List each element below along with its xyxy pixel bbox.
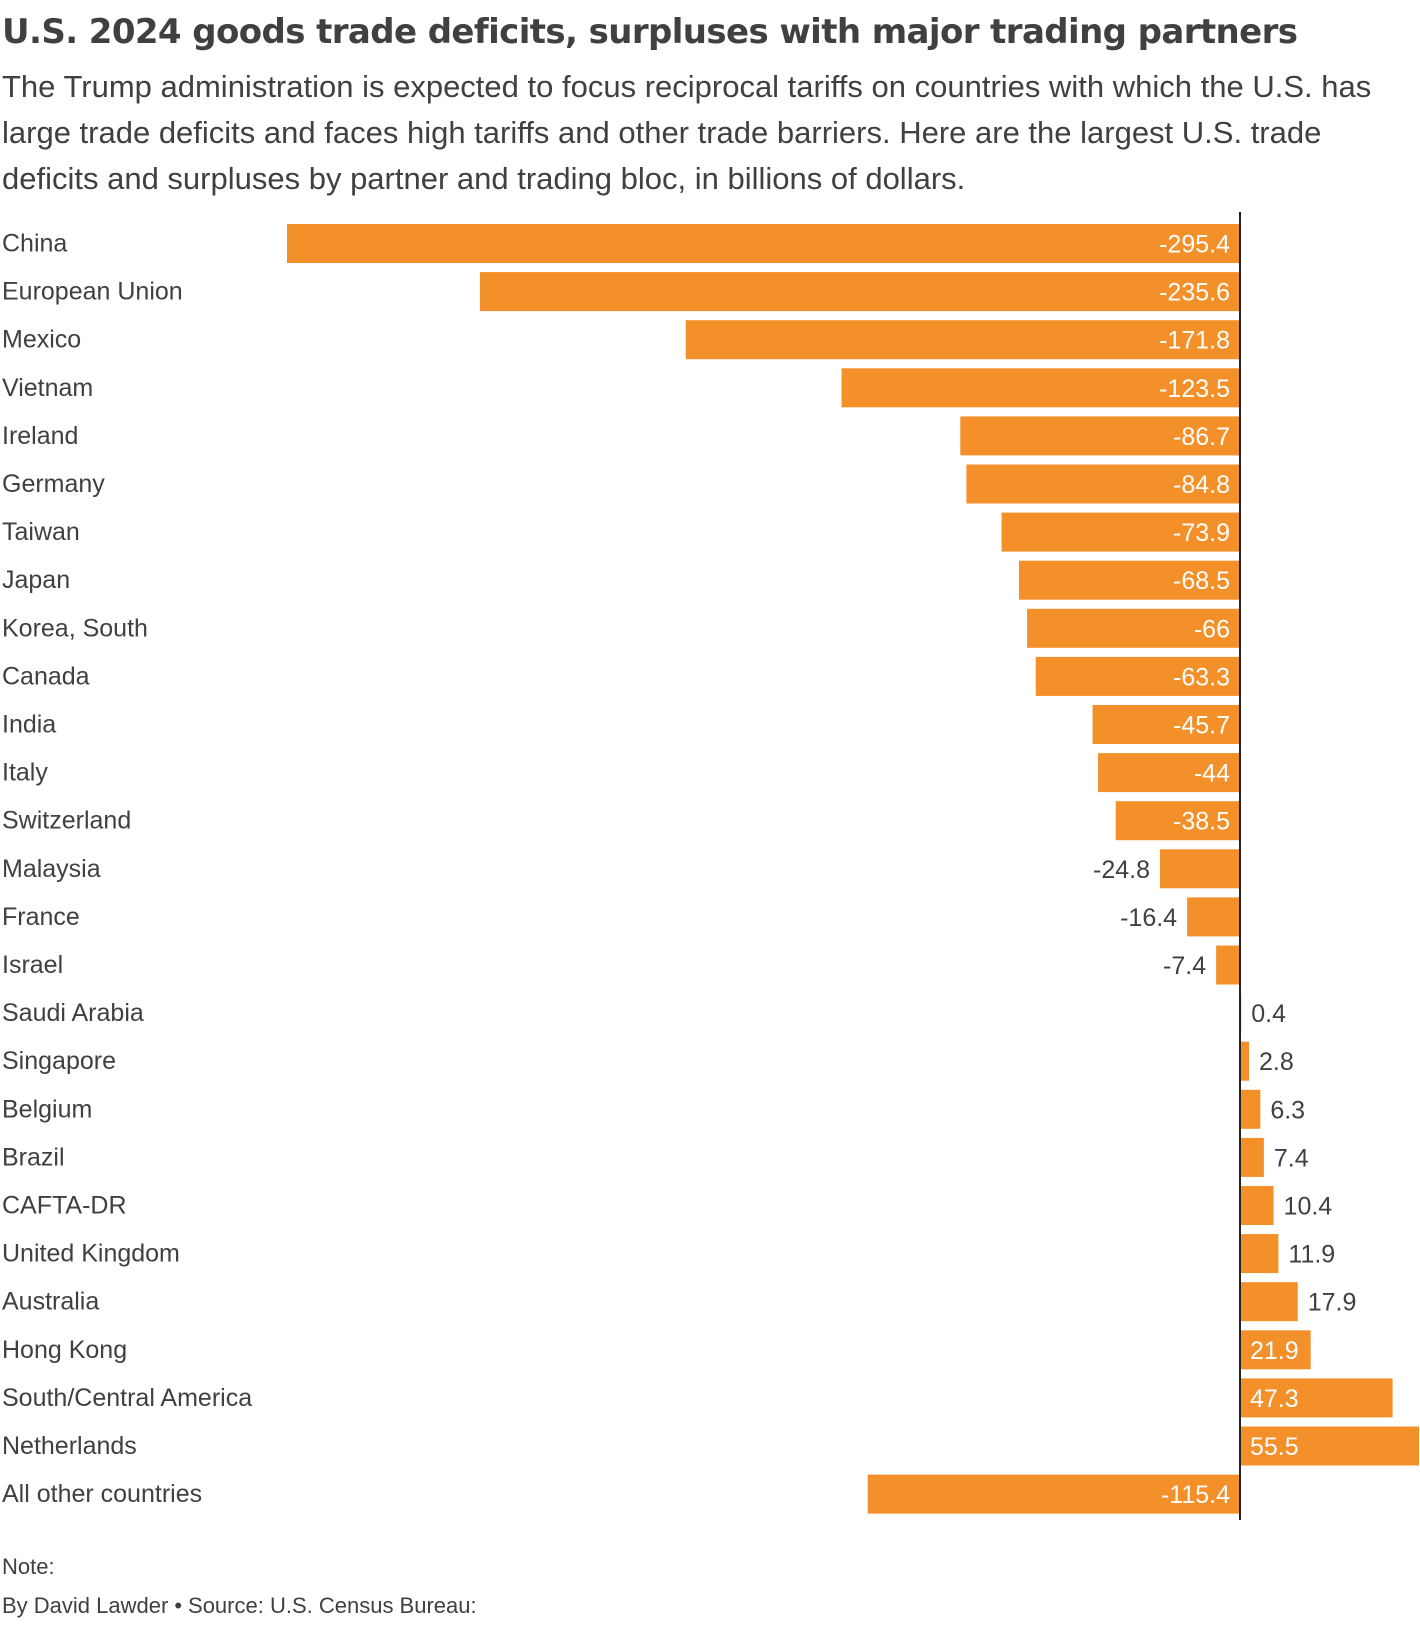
bar xyxy=(960,416,1240,456)
value-label: -38.5 xyxy=(1173,808,1230,836)
category-label: Belgium xyxy=(2,1095,92,1123)
category-label: Taiwan xyxy=(2,518,80,546)
value-label: -16.4 xyxy=(1120,904,1177,932)
category-label: CAFTA-DR xyxy=(2,1192,127,1220)
category-label: Hong Kong xyxy=(2,1336,127,1364)
category-label: Netherlands xyxy=(2,1432,137,1460)
category-label: Japan xyxy=(2,566,70,594)
category-label: Korea, South xyxy=(2,614,148,642)
value-label: 21.9 xyxy=(1250,1337,1299,1365)
value-label: -295.4 xyxy=(1159,231,1230,259)
bar xyxy=(1240,1330,1311,1370)
bar xyxy=(287,224,1240,263)
category-label: France xyxy=(2,903,80,931)
value-label: -73.9 xyxy=(1173,519,1230,547)
bar xyxy=(685,320,1240,360)
value-label: 17.9 xyxy=(1308,1289,1357,1317)
bar xyxy=(479,272,1240,312)
bar xyxy=(1115,801,1240,841)
category-label: India xyxy=(2,711,56,739)
bar xyxy=(1240,1282,1298,1322)
category-label: United Kingdom xyxy=(2,1240,180,1268)
category-label: Israel xyxy=(2,951,63,979)
bar xyxy=(1240,1234,1279,1274)
bar xyxy=(1240,1426,1420,1466)
value-label: 11.9 xyxy=(1288,1241,1335,1269)
category-label: All other countries xyxy=(2,1480,202,1508)
category-label: Canada xyxy=(2,662,90,690)
category-label: China xyxy=(2,230,67,258)
bar-chart: China -295.4 European Union -235.6 Mexico -17… xyxy=(2,212,1420,1520)
value-label: -84.8 xyxy=(1173,471,1230,499)
category-label: Australia xyxy=(2,1288,99,1316)
category-label: Vietnam xyxy=(2,374,93,402)
bar xyxy=(1240,1041,1250,1081)
value-label: 10.4 xyxy=(1284,1193,1333,1221)
byline: By David Lawder xyxy=(2,1593,169,1618)
bar xyxy=(1240,1378,1393,1418)
value-label: 0.4 xyxy=(1251,1000,1286,1028)
value-label: 6.3 xyxy=(1270,1096,1305,1124)
value-label: 2.8 xyxy=(1259,1048,1294,1076)
footer-separator: • xyxy=(174,1593,183,1618)
source-text: Source: U.S. Census Bureau: xyxy=(188,1593,477,1618)
value-label: -115.4 xyxy=(1161,1481,1230,1509)
value-label: -44 xyxy=(1194,760,1230,788)
category-label: Saudi Arabia xyxy=(2,999,144,1027)
bar xyxy=(841,368,1240,408)
value-label: -66 xyxy=(1194,615,1230,643)
bar xyxy=(1240,1089,1261,1129)
bar xyxy=(966,464,1240,504)
bar xyxy=(1019,560,1240,600)
bar xyxy=(1098,753,1240,793)
category-label: Mexico xyxy=(2,326,81,354)
category-label: Singapore xyxy=(2,1047,116,1075)
bar xyxy=(1027,608,1240,648)
category-label: South/Central America xyxy=(2,1384,252,1412)
category-label: Brazil xyxy=(2,1143,65,1171)
value-label: -68.5 xyxy=(1173,567,1230,595)
bar xyxy=(1240,1186,1274,1225)
chart-source: By David Lawder • Source: U.S. Census Bure… xyxy=(2,1593,477,1619)
category-label: Switzerland xyxy=(2,807,131,835)
bar xyxy=(1035,656,1240,696)
bar xyxy=(867,1474,1240,1514)
category-label: Italy xyxy=(2,759,48,787)
bar xyxy=(1240,1137,1264,1177)
chart-title: U.S. 2024 goods trade deficits, surpluse… xyxy=(2,12,1298,52)
value-label: -63.3 xyxy=(1173,663,1230,691)
value-label: -7.4 xyxy=(1163,952,1206,980)
bar xyxy=(1159,849,1240,889)
chart-note: Note: xyxy=(2,1554,55,1579)
value-label: 7.4 xyxy=(1274,1144,1309,1172)
value-label: -171.8 xyxy=(1159,327,1230,355)
category-label: Germany xyxy=(2,470,105,498)
chart-subtitle: The Trump administration is expected to … xyxy=(2,69,1372,196)
value-label: 47.3 xyxy=(1250,1385,1299,1413)
category-label: Malaysia xyxy=(2,855,101,883)
value-label: -45.7 xyxy=(1173,712,1230,740)
category-label: European Union xyxy=(2,278,183,306)
bar xyxy=(1001,512,1240,552)
value-label: -24.8 xyxy=(1093,856,1150,884)
bar xyxy=(1092,705,1240,744)
category-label: Ireland xyxy=(2,422,78,450)
bar xyxy=(1216,945,1240,985)
bar xyxy=(1187,897,1240,937)
value-label: 55.5 xyxy=(1250,1433,1299,1461)
value-label: -86.7 xyxy=(1173,423,1230,451)
value-label: -235.6 xyxy=(1159,279,1230,307)
value-label: -123.5 xyxy=(1159,375,1230,403)
